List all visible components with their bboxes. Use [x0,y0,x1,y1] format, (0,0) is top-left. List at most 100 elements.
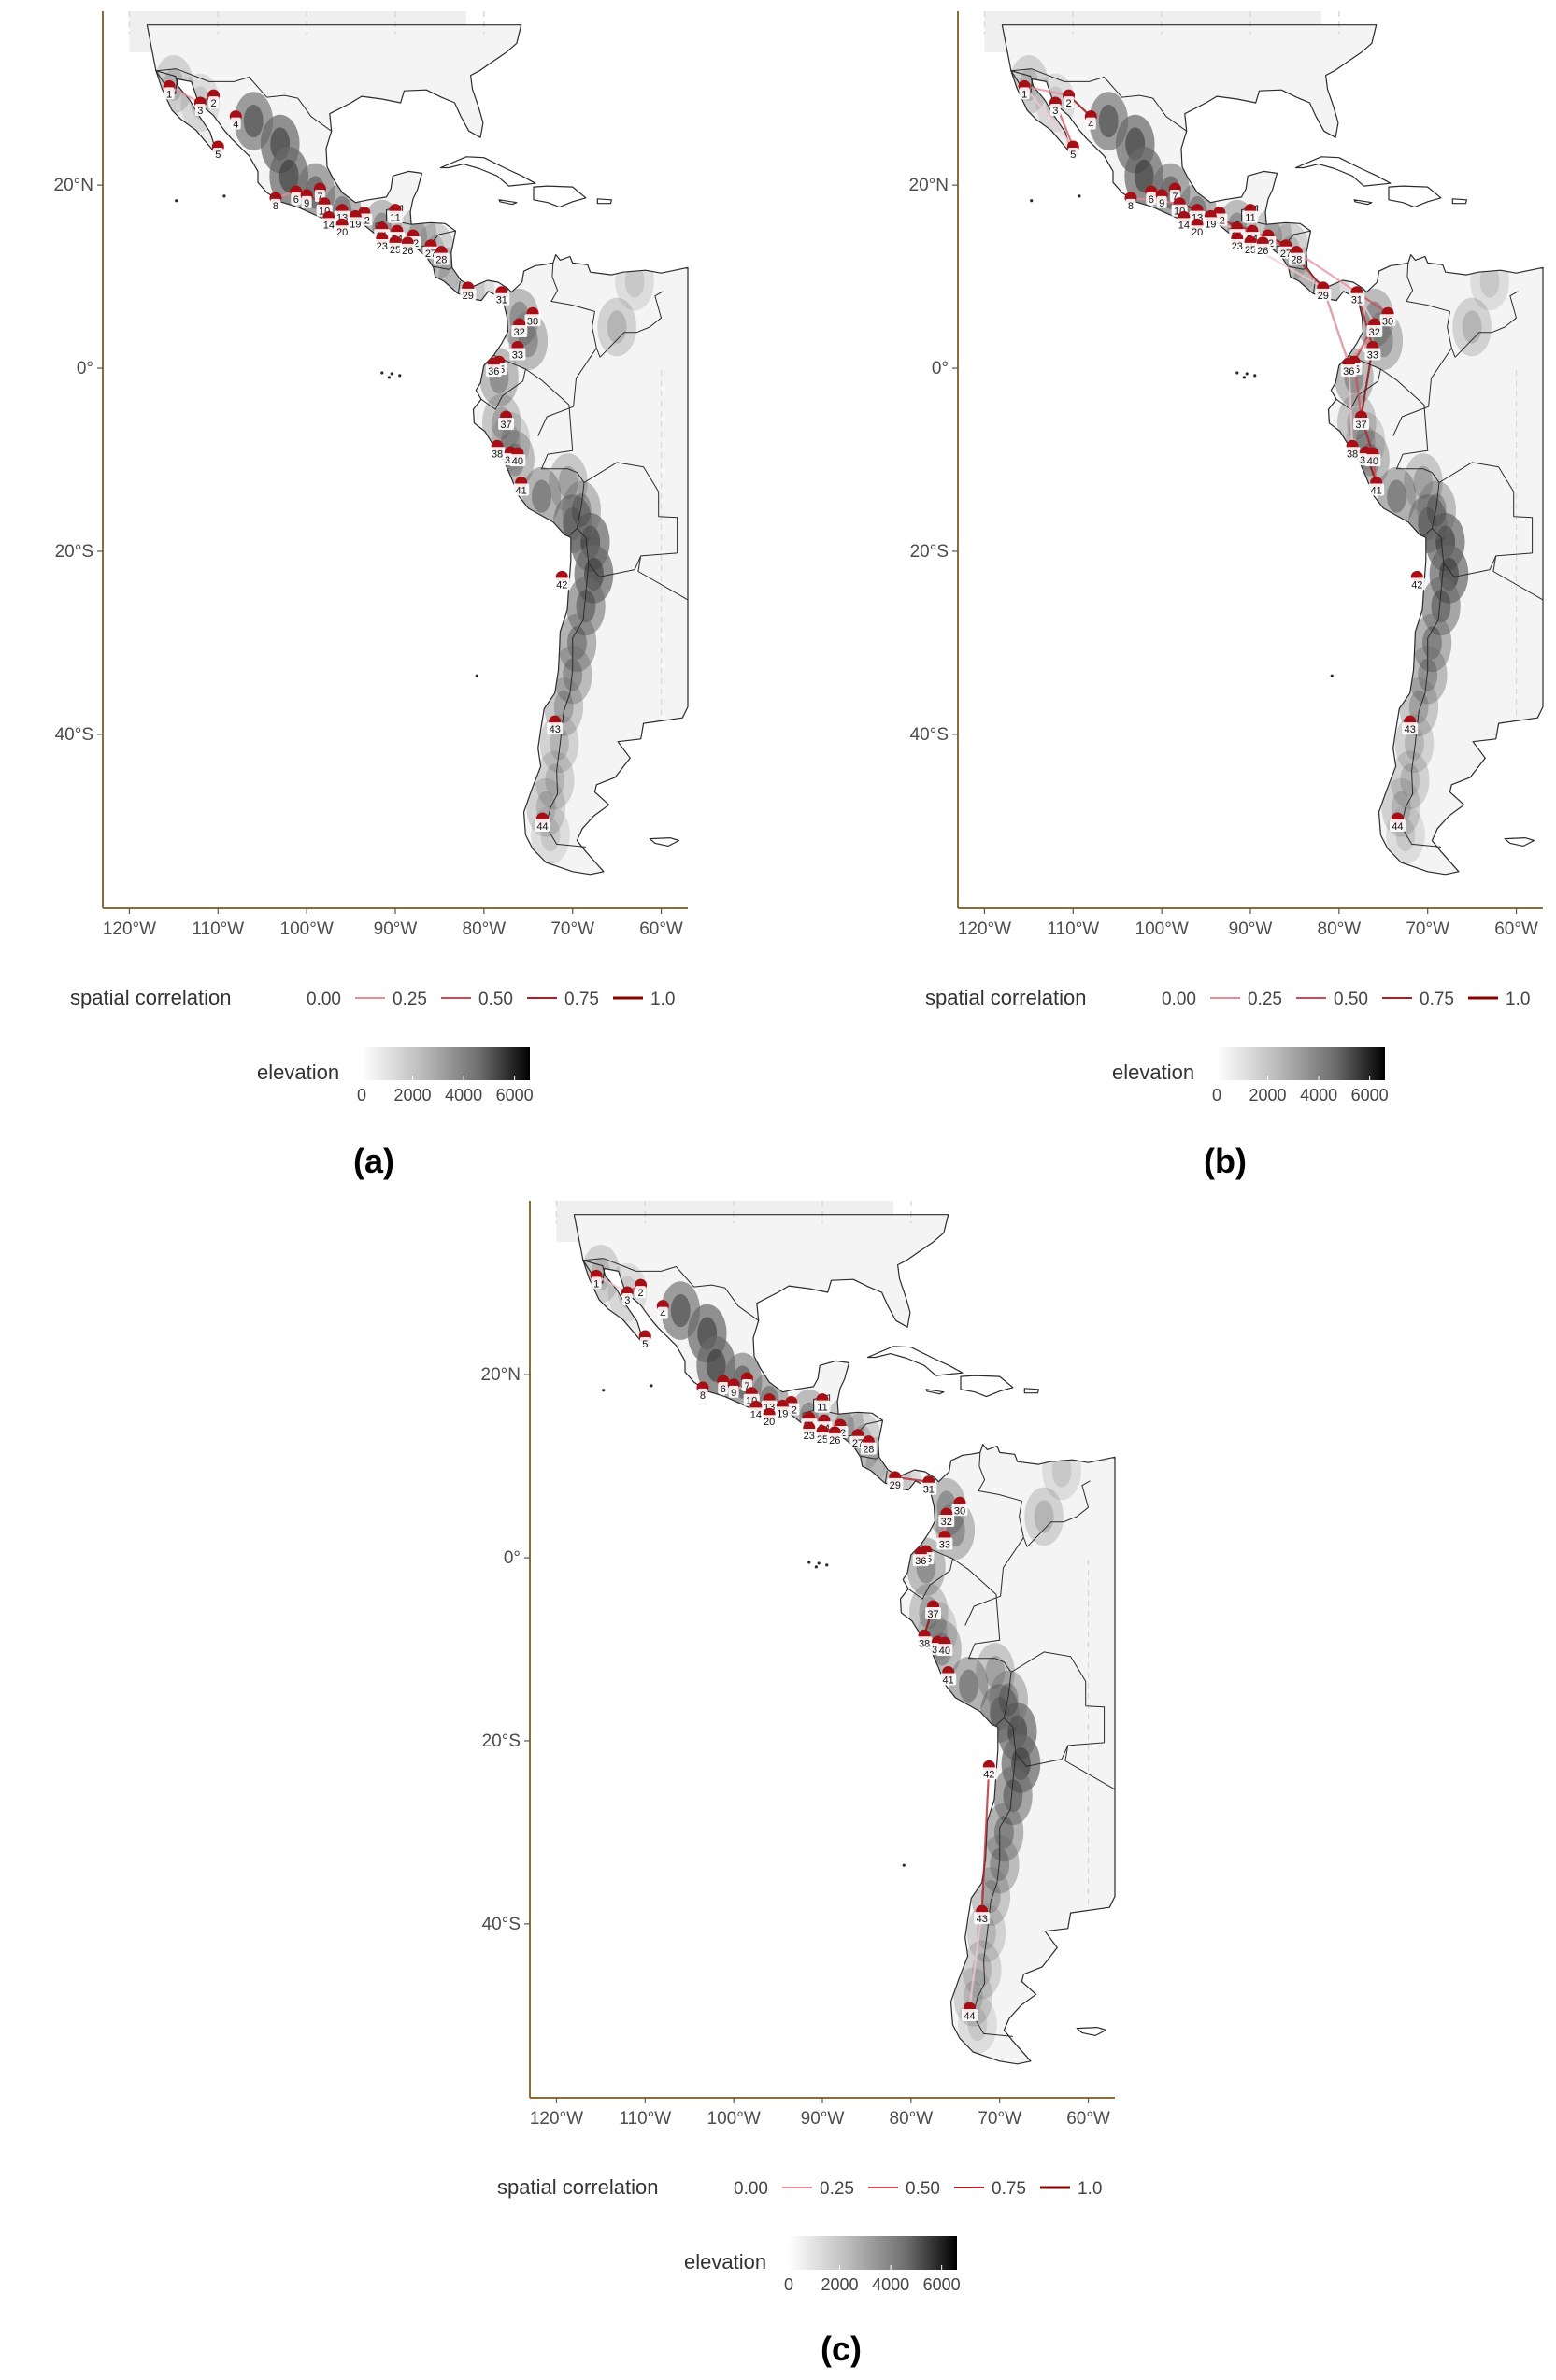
correlation-value: 0.25 [1248,990,1282,1009]
site-label: 5 [1070,150,1076,161]
site-label: 7 [1172,192,1178,203]
y-tick-label: 20°N [54,176,93,195]
map-panel-c: 1234567891011121314192021222324252627282… [481,1201,1116,2294]
site-40: 40 [1364,447,1381,467]
site-label-bg [936,1537,953,1550]
relief-blob [979,1834,1020,1894]
site-label: 30 [1382,316,1393,327]
site-20: 20 [761,1407,778,1428]
elevation-tick-label: 4000 [445,1086,482,1104]
site-label-bg [621,1292,633,1305]
site-label-bg [1368,483,1385,496]
site-26: 26 [1254,236,1271,257]
relief-core [998,1683,1019,1717]
site-9: 9 [300,189,313,209]
site-label: 42 [556,579,567,591]
site-38: 38 [1344,439,1361,460]
relief-core [1426,493,1447,527]
relief-core [532,479,551,513]
site-1: 1 [590,1269,603,1290]
correlation-link [1348,363,1354,447]
site-label: 1 [166,89,172,100]
correlation-value: 0.25 [393,990,427,1009]
country-border [978,1452,1028,1547]
small-island [902,1863,906,1867]
site-14: 14 [748,1400,764,1420]
elevation-tick-label: 4000 [1300,1086,1337,1104]
site-40: 40 [936,1636,953,1657]
island-outline [1294,156,1392,187]
coastline [146,24,689,876]
panel-label-a: (a) [353,1142,394,1180]
x-tick-label: 70°W [978,2109,1021,2129]
correlation-value: 0.25 [820,2179,854,2199]
site-label: 37 [1355,420,1366,431]
small-island [380,371,384,375]
site-26: 26 [826,1426,843,1447]
site-label: 41 [516,485,527,496]
site-label-bg [1364,348,1381,361]
x-tick-label: 80°W [463,919,507,939]
site-44: 44 [1389,812,1406,833]
elevation-legend-title: elevation [684,2250,766,2273]
x-tick-label: 80°W [1318,919,1362,939]
site-label: 19 [777,1408,788,1419]
site-label-bg [534,819,550,832]
site-label: 28 [1291,255,1302,266]
small-island [1245,372,1249,376]
site-label-bg [270,198,281,211]
site-label: 44 [536,821,548,833]
relief-blob [1354,288,1394,348]
y-tick-label: 20°N [909,176,949,195]
country-border [860,1455,879,1460]
relief-core [624,264,645,298]
country-border [907,1544,953,1600]
site-label: 42 [983,1769,994,1780]
site-label-bg [321,218,337,231]
site-label-bg [761,1400,778,1413]
site-29: 29 [1315,281,1332,302]
country-border [480,354,526,410]
site-1: 1 [1018,79,1031,100]
x-tick-label: 60°W [1494,919,1538,939]
x-tick-label: 90°W [374,919,418,939]
relief-core [1408,690,1429,724]
site-33: 33 [1364,341,1381,362]
country-border [1010,68,1187,132]
site-label-bg [524,314,541,327]
relief-core [1418,658,1438,691]
site-label: 44 [1392,821,1403,833]
site-label: 30 [954,1505,965,1517]
site-label: 41 [1371,485,1382,496]
y-tick-label: 20°N [481,1365,521,1385]
relief-blob [1421,577,1461,636]
elevation-tick-label: 4000 [872,2275,909,2294]
island-outline [533,185,587,208]
site-4: 4 [1084,110,1097,131]
site-label-bg [980,1767,997,1780]
site-label: 4 [660,1309,665,1320]
site-label-bg [513,483,530,496]
site-label: 3 [624,1295,630,1306]
site-label: 44 [964,2011,975,2022]
site-label: 14 [750,1409,762,1420]
site-label-bg [748,1407,764,1420]
site-30: 30 [524,306,541,327]
island-outline [649,837,680,847]
site-9: 9 [727,1378,740,1399]
site-label-bg [1408,577,1425,591]
land-shape [1002,24,1543,875]
country-border [1269,230,1311,249]
site-label: 9 [304,198,309,209]
site-label: 38 [919,1638,930,1649]
site-label: 28 [863,1445,874,1456]
site-label: 25 [817,1434,828,1446]
site-label-bg [1344,447,1361,460]
site-label-bg [230,117,241,130]
elevation-legend: elevation 0 2000 4000 6000 [1112,1047,1389,1104]
site-1: 1 [163,79,176,100]
site-label-bg [1085,117,1096,130]
x-tick-label: 100°W [707,2109,761,2129]
correlation-value: 0.50 [906,2179,940,2199]
